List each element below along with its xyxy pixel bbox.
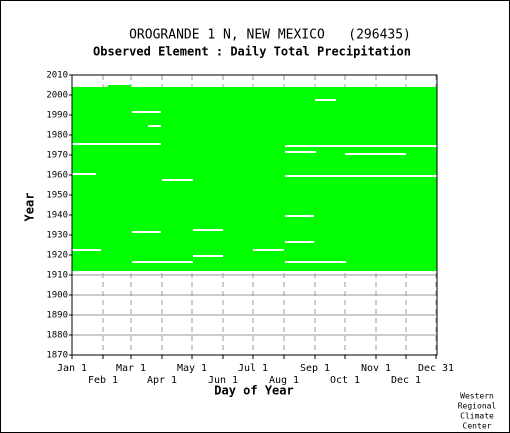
x-tick-label: Sep 1	[300, 363, 330, 374]
y-tick-label: 1880	[46, 331, 68, 341]
credit-line: Climate	[460, 412, 494, 421]
x-tick-label: Jun 1	[208, 375, 238, 386]
credit-line: Center	[463, 422, 492, 431]
credit-line: Western	[460, 392, 494, 401]
data-gap	[132, 261, 193, 263]
x-tick-label: Mar 1	[116, 363, 146, 374]
y-tick-label: 1930	[46, 231, 68, 241]
y-tick-label: 1990	[46, 111, 68, 121]
plot-frame	[71, 74, 438, 356]
y-tick-label: 2010	[46, 71, 68, 81]
coverage-block	[108, 85, 131, 87]
y-tick-label: 1890	[46, 311, 68, 321]
x-tick-label: Feb 1	[88, 375, 118, 386]
x-tick-label: Jul 1	[238, 363, 268, 374]
data-gap	[132, 111, 161, 113]
x-tick-label: Dec 1	[391, 375, 421, 386]
y-tick-label: 1960	[46, 171, 68, 181]
data-gap	[285, 241, 314, 243]
data-gap	[285, 215, 314, 217]
y-tick-label: 1900	[46, 291, 68, 301]
x-tick-label: Oct 1	[330, 375, 360, 386]
y-tick-label: 1950	[46, 191, 68, 201]
data-gap	[72, 143, 161, 145]
x-tick-label: Jan 1	[57, 363, 87, 374]
data-gap	[148, 125, 161, 127]
chart-title: OROGRANDE 1 N, NEW MEXICO (296435)	[129, 28, 411, 43]
data-gap	[285, 175, 437, 177]
data-gap	[315, 99, 336, 101]
data-gap	[72, 249, 101, 251]
credit-line: Regional	[458, 402, 497, 411]
data-gap	[285, 151, 316, 153]
y-tick-label: 1980	[46, 131, 68, 141]
data-gap	[72, 173, 96, 175]
data-gap	[345, 153, 406, 155]
x-tick-label: Dec 31	[418, 363, 454, 374]
data-gap	[285, 145, 437, 147]
y-tick-label: 1870	[46, 351, 68, 361]
x-tick-label: May 1	[177, 363, 207, 374]
coverage-block	[72, 87, 437, 271]
data-gap	[193, 229, 223, 231]
y-tick-label: 1940	[46, 211, 68, 221]
data-gap	[285, 261, 346, 263]
y-axis-label: Year	[23, 193, 37, 222]
data-gap	[253, 249, 284, 251]
data-gap	[193, 255, 223, 257]
y-tick-label: 1970	[46, 151, 68, 161]
x-axis-label: Day of Year	[214, 384, 293, 398]
x-tick-label: Nov 1	[361, 363, 391, 374]
x-tick-label: Apr 1	[147, 375, 177, 386]
y-tick-label: 2000	[46, 91, 68, 101]
y-tick-label: 1920	[46, 251, 68, 261]
y-tick-label: 1910	[46, 271, 68, 281]
chart-subtitle: Observed Element : Daily Total Precipita…	[93, 45, 411, 59]
data-gap	[132, 231, 161, 233]
x-tick-label: Aug 1	[269, 375, 299, 386]
data-gap	[162, 179, 193, 181]
